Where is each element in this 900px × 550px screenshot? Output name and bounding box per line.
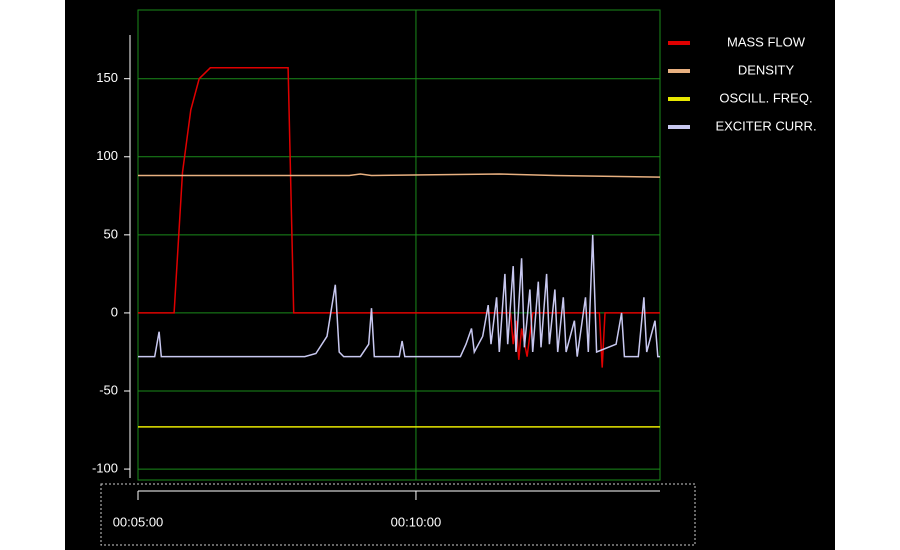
legend-swatch [668, 41, 690, 45]
legend-label: EXCITER CURR. [715, 118, 816, 133]
y-tick-label: 50 [104, 226, 118, 241]
series-line [138, 173, 661, 178]
x-tick-label: 00:10:00 [391, 514, 442, 529]
legend-swatch [668, 97, 690, 101]
x-axis-box [100, 483, 696, 546]
y-tick-label: -50 [99, 382, 118, 397]
x-tick-label: 00:05:00 [113, 514, 164, 529]
y-tick-label: -100 [92, 461, 118, 476]
legend-label: OSCILL. FREQ. [719, 90, 812, 105]
series-line [138, 234, 660, 358]
legend-label: MASS FLOW [727, 34, 806, 49]
y-tick-label: 150 [96, 70, 118, 85]
y-tick-label: 0 [111, 304, 118, 319]
series-line [138, 67, 660, 368]
panel [65, 0, 835, 550]
legend-swatch [668, 125, 690, 129]
legend-swatch [668, 69, 690, 73]
y-tick-label: 100 [96, 148, 118, 163]
legend-label: DENSITY [738, 62, 795, 77]
